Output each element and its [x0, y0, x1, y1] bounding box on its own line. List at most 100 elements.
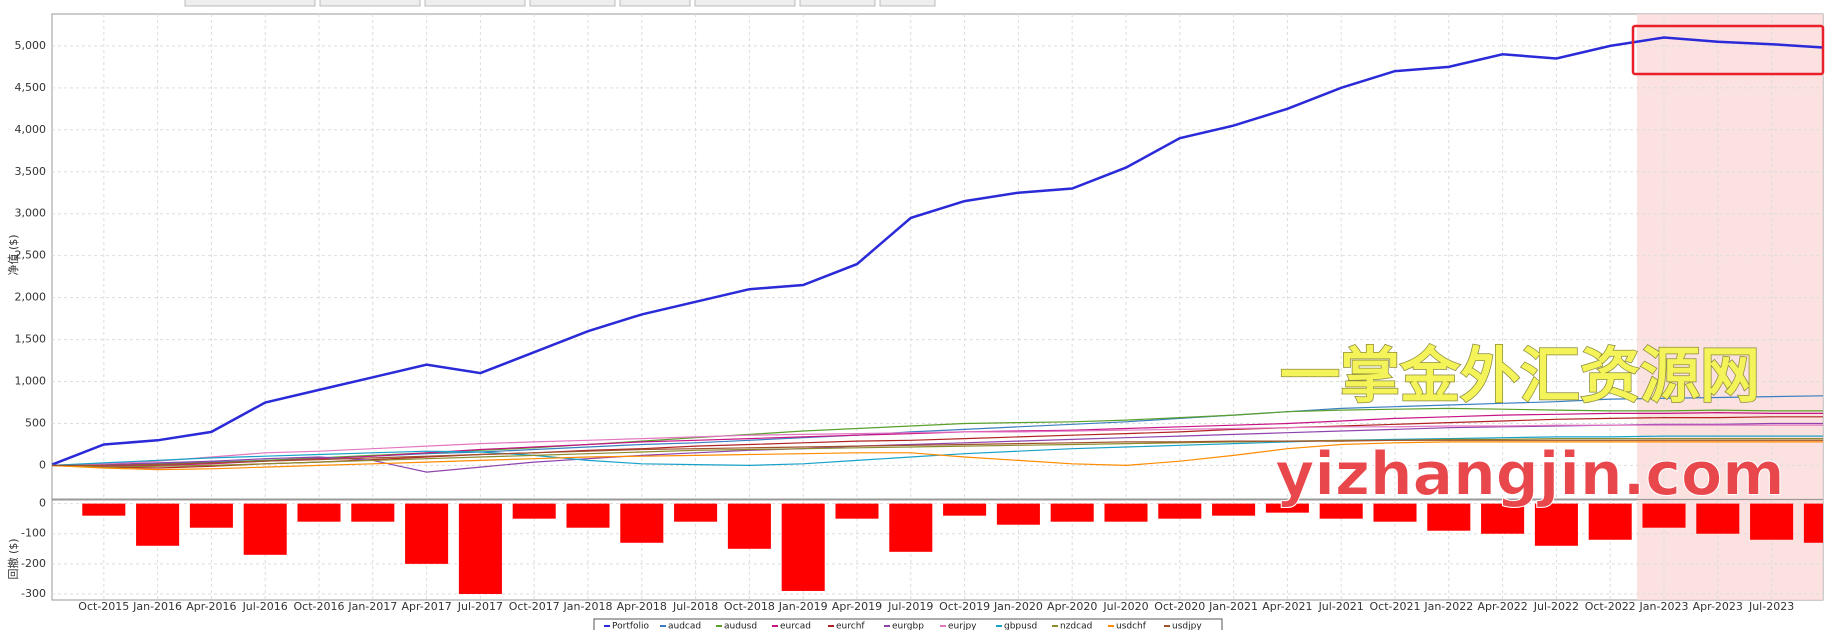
bar [82, 503, 126, 516]
bar [1427, 503, 1471, 531]
bar [1373, 503, 1417, 522]
bar [136, 503, 180, 546]
bar [1158, 503, 1202, 519]
y-tick-label: 0 [39, 458, 46, 471]
watermark: 一掌金外汇资源网 [1280, 342, 1760, 412]
y-axis-label: 净值 ($) [6, 234, 20, 275]
x-tick-label: Jul-2020 [1102, 600, 1148, 613]
y-tick-label: -200 [21, 557, 46, 570]
x-tick-label: Jul-2018 [672, 600, 718, 613]
bar [297, 503, 341, 522]
y-tick-label: -300 [21, 587, 46, 600]
series-group [82, 503, 1823, 594]
y-axis-label: 回撤 ($) [6, 538, 20, 579]
bar [1319, 503, 1363, 519]
series-line [52, 424, 1823, 466]
legend-label: Portfolio [612, 622, 650, 630]
bar [351, 503, 395, 522]
bar [458, 503, 502, 594]
x-tick-label: Oct-2020 [1154, 600, 1205, 613]
bar [1642, 503, 1686, 528]
legend-label: audcad [668, 622, 701, 630]
y-tick-label: 5,000 [15, 39, 47, 52]
x-tick-label: Oct-2022 [1585, 600, 1636, 613]
y-tick-label: 0 [39, 497, 46, 510]
tab[interactable] [799, 0, 876, 7]
bar [781, 503, 825, 591]
legend-label: audusd [724, 622, 757, 630]
x-tick-label: Apr-2017 [401, 600, 451, 613]
series-line [52, 439, 1823, 466]
tab[interactable] [619, 0, 691, 7]
series-line [52, 407, 1823, 466]
series-line [52, 441, 1823, 471]
bar [727, 503, 771, 549]
x-tick-label: Jan-2019 [778, 600, 828, 613]
legend-entries: Portfolio audcad audusd eurcad eurchf eurgbp e… [604, 622, 1202, 630]
highlight-box [1631, 24, 1825, 76]
bar [674, 503, 718, 522]
y-tick-label: 2,000 [15, 291, 47, 304]
bar [1212, 503, 1256, 516]
bar [1588, 503, 1632, 540]
bar [512, 503, 556, 519]
legend-label: eurgbp [892, 622, 924, 630]
x-tick-label: Jul-2022 [1533, 600, 1579, 613]
x-tick-label: Apr-2022 [1477, 600, 1527, 613]
x-tick-label: Oct-2018 [724, 600, 775, 613]
x-tick-label: Apr-2021 [1262, 600, 1312, 613]
bar [620, 503, 664, 543]
tab[interactable] [424, 0, 526, 7]
y-tick-label: 3,000 [15, 207, 47, 220]
x-tick-label: Jan-2021 [1208, 600, 1258, 613]
bar [1696, 503, 1740, 534]
tab[interactable] [694, 0, 796, 7]
x-tick-label: Jan-2017 [347, 600, 397, 613]
bar [243, 503, 287, 555]
bar [943, 503, 987, 516]
x-tick-label: Apr-2020 [1047, 600, 1097, 613]
legend-label: usdjpy [1172, 622, 1202, 630]
bar [1750, 503, 1794, 540]
legend-label: eurjpy [948, 622, 977, 630]
x-tick-label: Apr-2019 [832, 600, 882, 613]
x-tick-label: Oct-2015 [78, 600, 129, 613]
tab[interactable] [879, 0, 936, 7]
y-tick-label: 1,500 [15, 333, 47, 346]
x-tick-label: Jan-2020 [993, 600, 1043, 613]
tab[interactable] [319, 0, 421, 7]
x-tick-label: Oct-2019 [939, 600, 990, 613]
tab[interactable] [184, 0, 316, 7]
x-tick-label: Oct-2021 [1370, 600, 1421, 613]
bar [835, 503, 879, 519]
plot-area [51, 13, 1824, 500]
bar [996, 503, 1040, 525]
bar [889, 503, 933, 552]
highlight-region [1637, 14, 1823, 499]
tab[interactable] [529, 0, 616, 7]
x-tick-label: Jan-2023 [1639, 600, 1689, 613]
legend-label: usdchf [1116, 622, 1147, 630]
series-line [52, 438, 1823, 468]
x-tick-label: Apr-2023 [1693, 600, 1743, 613]
x-tick-label: Apr-2018 [617, 600, 667, 613]
y-tick-label: 500 [25, 416, 46, 429]
series-line [52, 36, 1823, 466]
legend [593, 618, 1223, 630]
bar [1104, 503, 1148, 522]
bar [1265, 503, 1309, 513]
x-tick-label: Jan-2018 [563, 600, 613, 613]
legend-label: nzdcad [1060, 622, 1092, 630]
legend-label: eurcad [780, 622, 811, 630]
x-tick-label: Jan-2022 [1423, 600, 1473, 613]
x-tick-label: Jul-2021 [1318, 600, 1364, 613]
bar [566, 503, 610, 528]
x-tick-label: Jul-2017 [457, 600, 503, 613]
x-tick-label: Oct-2017 [509, 600, 560, 613]
x-tick-label: Jul-2016 [242, 600, 288, 613]
grid: 0 500 1,000 1,500 2,000 2,500 3,000 3,500 4,000 4… [15, 14, 1823, 613]
x-tick-label: Apr-2016 [186, 600, 236, 613]
series-group [52, 36, 1823, 473]
